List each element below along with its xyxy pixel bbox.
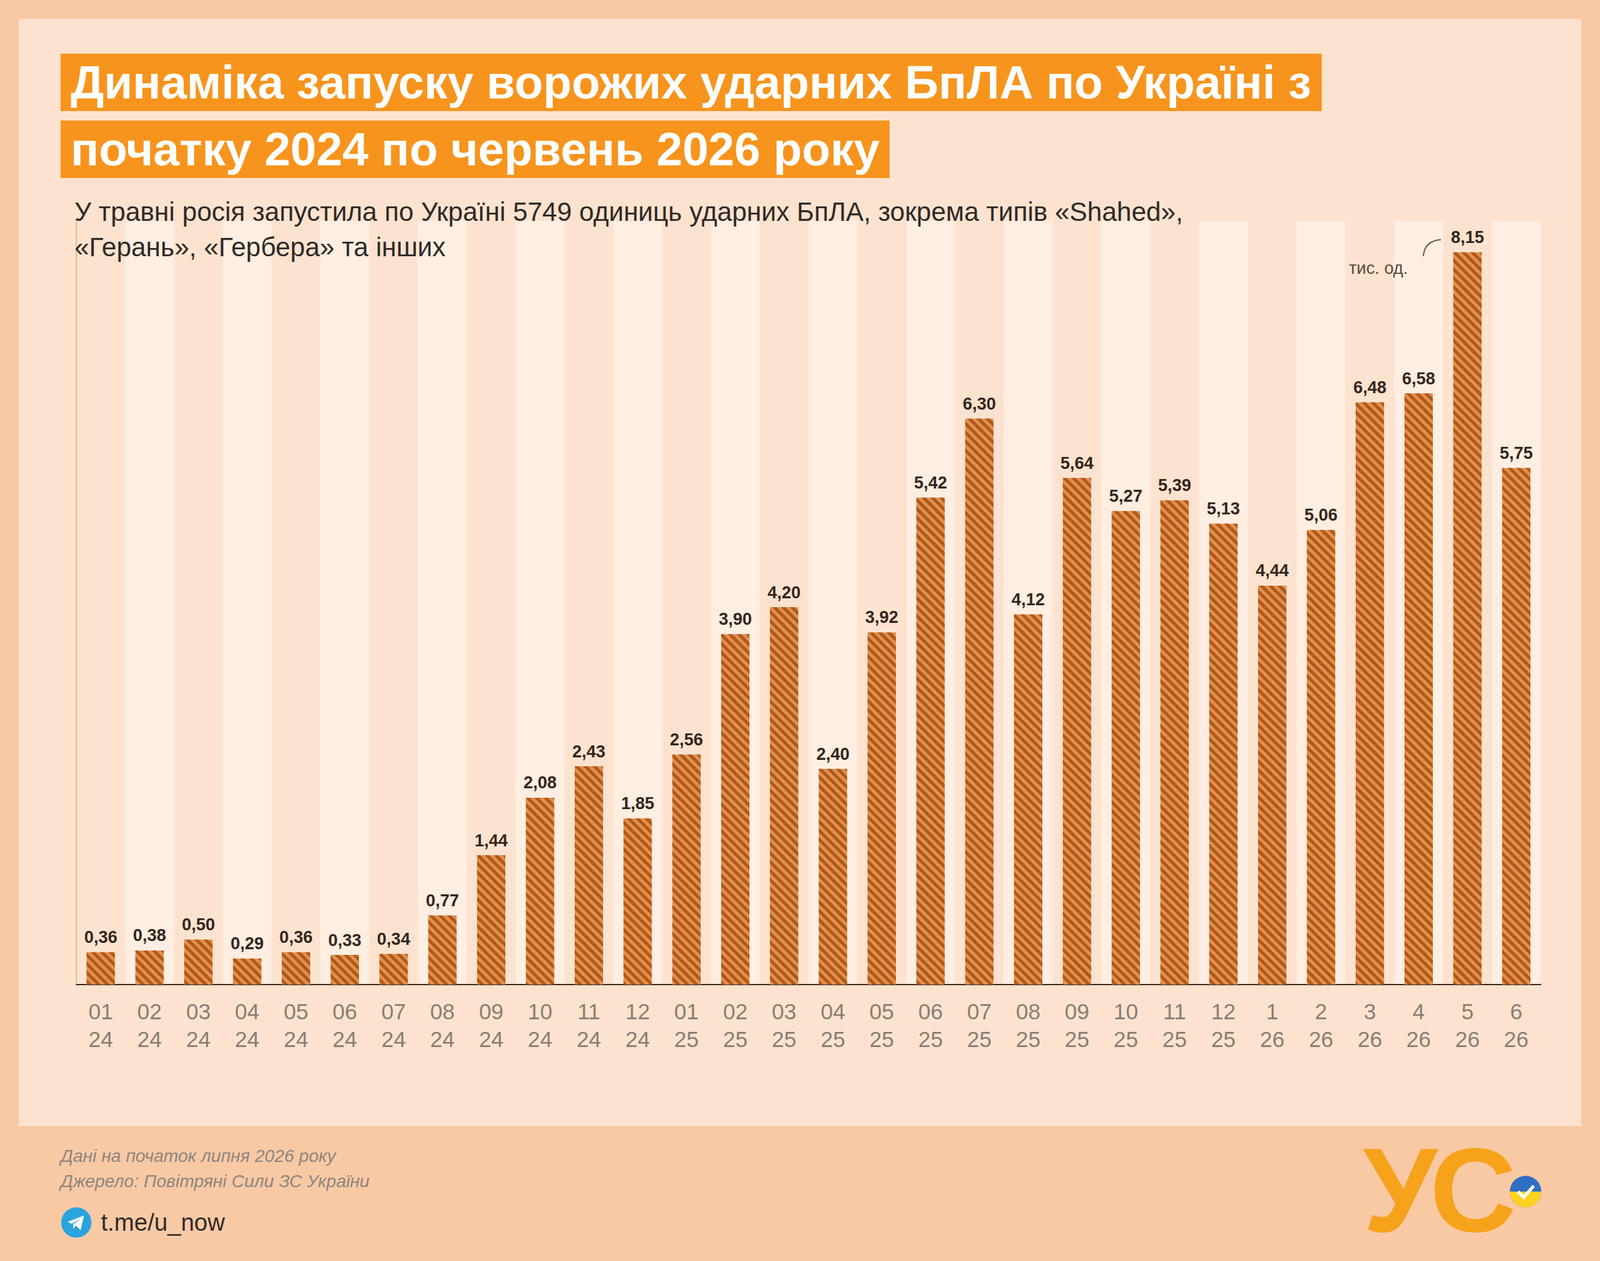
svg-text:2,08: 2,08 [523,772,558,792]
svg-text:02: 02 [137,998,163,1024]
svg-text:25: 25 [1162,1026,1187,1052]
svg-text:3: 3 [1363,998,1376,1024]
svg-text:07: 07 [967,998,992,1024]
svg-text:1,44: 1,44 [474,830,508,850]
svg-text:5,39: 5,39 [1157,475,1192,495]
svg-text:11: 11 [577,998,600,1024]
svg-text:1: 1 [1266,998,1279,1024]
svg-text:4: 4 [1412,998,1425,1024]
svg-text:05: 05 [869,998,895,1024]
svg-text:1,85: 1,85 [620,793,655,813]
svg-text:4,44: 4,44 [1255,560,1289,580]
svg-text:01: 01 [88,998,113,1024]
svg-text:02: 02 [723,998,748,1024]
svg-text:0,38: 0,38 [133,925,167,945]
html-text:У травні росія запустила по Ук: У травні росія запустила по Україні 5749… [74,196,1184,262]
svg-text:25: 25 [1064,1026,1090,1052]
svg-text:6,48: 6,48 [1353,377,1387,397]
svg-text:6: 6 [1510,998,1523,1024]
svg-text:25: 25 [869,1026,895,1052]
svg-text:25: 25 [820,1026,846,1052]
html-text:t.me/u_now: t.me/u_now [100,1208,225,1236]
svg-text:24: 24 [283,1026,309,1052]
svg-text:26: 26 [1406,1026,1431,1052]
svg-text:25: 25 [723,1026,748,1052]
svg-text:24: 24 [576,1026,602,1052]
svg-text:04: 04 [820,998,846,1024]
svg-text:26: 26 [1259,1026,1285,1052]
svg-text:25: 25 [771,1026,797,1052]
svg-text:25: 25 [1113,1026,1139,1052]
svg-text:24: 24 [430,1026,455,1052]
html-text:Динаміка запуску ворожих ударн: Динаміка запуску ворожих ударних БпЛА по… [70,56,1312,176]
svg-text:5,64: 5,64 [1060,453,1095,473]
svg-text:тис. од.: тис. од. [1348,258,1409,278]
svg-text:5: 5 [1461,998,1474,1024]
svg-text:3,90: 3,90 [718,609,753,629]
svg-text:0,77: 0,77 [425,890,460,910]
svg-text:10: 10 [1113,998,1139,1024]
svg-text:06: 06 [917,998,943,1024]
svg-text:24: 24 [88,1026,113,1052]
svg-text:06: 06 [332,998,358,1024]
svg-text:0,36: 0,36 [83,927,118,947]
svg-text:03: 03 [771,998,797,1024]
svg-text:03: 03 [186,998,211,1024]
svg-text:24: 24 [625,1026,650,1052]
svg-text:25: 25 [1211,1026,1236,1052]
svg-text:8,15: 8,15 [1451,227,1485,247]
svg-text:5,06: 5,06 [1304,505,1339,525]
svg-text:4,12: 4,12 [1011,589,1045,609]
svg-text:10: 10 [528,998,553,1024]
svg-text:01: 01 [674,998,700,1024]
svg-text:6,58: 6,58 [1401,369,1436,389]
svg-text:25: 25 [1015,1026,1041,1052]
html-text:УС: УС [1362,1122,1509,1257]
svg-text:2,56: 2,56 [670,729,704,749]
svg-text:0,50: 0,50 [181,914,216,934]
svg-text:08: 08 [430,998,455,1024]
svg-text:2: 2 [1314,998,1327,1024]
svg-text:09: 09 [1064,998,1090,1024]
html-text:Дані на початок липня 2026 рок: Дані на початок липня 2026 року [60,1145,336,1166]
svg-text:08: 08 [1015,998,1041,1024]
svg-text:0,36: 0,36 [279,927,313,947]
svg-text:24: 24 [137,1026,163,1052]
svg-text:26: 26 [1454,1026,1480,1052]
svg-text:24: 24 [186,1026,211,1052]
svg-text:3,92: 3,92 [864,607,899,627]
svg-text:07: 07 [381,998,406,1024]
svg-text:4,20: 4,20 [767,582,802,602]
svg-text:12: 12 [625,998,650,1024]
svg-text:5,13: 5,13 [1206,499,1241,518]
html-text:Джерело: Повітряні Сили ЗС Укр: Джерело: Повітряні Сили ЗС України [60,1170,370,1191]
svg-text:25: 25 [917,1026,943,1052]
svg-text:24: 24 [528,1026,553,1052]
svg-text:5,27: 5,27 [1109,486,1143,506]
svg-text:25: 25 [967,1026,992,1052]
svg-text:24: 24 [332,1026,358,1052]
svg-text:12: 12 [1211,998,1236,1024]
svg-text:6,30: 6,30 [962,394,997,414]
svg-text:2,43: 2,43 [572,741,606,761]
svg-text:0,29: 0,29 [230,933,265,953]
svg-text:26: 26 [1357,1026,1383,1052]
svg-text:5,75: 5,75 [1499,443,1534,463]
svg-text:0,34: 0,34 [377,929,411,949]
svg-text:09: 09 [478,998,504,1024]
svg-text:2,40: 2,40 [816,744,850,764]
svg-text:0,33: 0,33 [328,930,362,950]
svg-text:26: 26 [1308,1026,1334,1052]
svg-text:05: 05 [283,998,309,1024]
svg-text:25: 25 [674,1026,700,1052]
svg-text:26: 26 [1504,1026,1529,1052]
svg-text:24: 24 [381,1026,406,1052]
svg-text:11: 11 [1163,998,1187,1024]
svg-text:24: 24 [234,1026,260,1052]
svg-text:04: 04 [234,998,260,1024]
svg-text:5,42: 5,42 [914,473,948,493]
svg-text:24: 24 [478,1026,504,1052]
